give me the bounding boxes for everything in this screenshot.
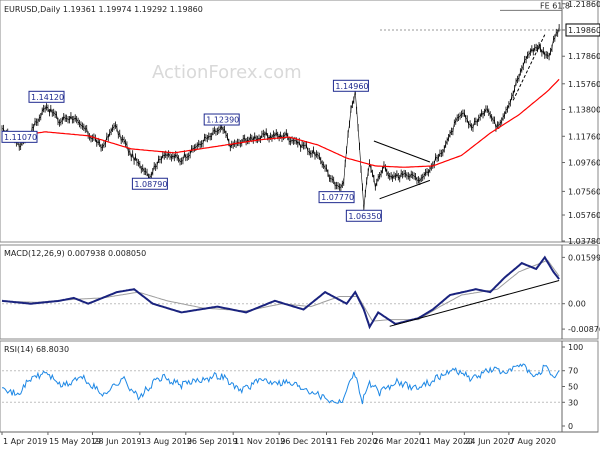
rsi-title: RSI(14) 68.8030 (4, 345, 69, 354)
level-annotation-label: 1.12390 (206, 116, 239, 125)
level-annotation-box (318, 191, 355, 204)
rsi-line (2, 363, 560, 405)
rsi-y-tick-label: 100 (568, 343, 583, 352)
x-tick-label: 26 Mar 2020 (373, 437, 424, 446)
dashed-trendline (512, 34, 546, 101)
x-tick-label: 26 Dec 2019 (280, 437, 331, 446)
price-y-tick-label: 1.03780 (568, 237, 600, 246)
price-y-tick-label: 1.05760 (568, 211, 600, 220)
rsi-panel: RSI(14) 68.8030 100 70 50 30 0 (0, 340, 599, 433)
watermark: ActionForex.com (152, 62, 302, 83)
macd-y-tick-label: 0.00 (568, 300, 586, 309)
rsi-y-tick-label: 50 (568, 383, 578, 392)
price-title: EURUSD,Daily 1.19361 1.19974 1.19292 1.1… (4, 5, 203, 14)
x-tick-label: 15 May 2019 (49, 437, 101, 446)
x-tick-label: 11 Feb 2020 (328, 437, 378, 446)
triangle-trendline (373, 140, 431, 163)
macd-panel: MACD(12,26,9) 0.007938 0.008050 0.015991 0… (0, 244, 600, 340)
level-annotation-box (1, 130, 38, 143)
level-annotation-box (203, 113, 240, 126)
rsi-y-tick-label: 0 (568, 422, 573, 431)
level-annotation-label: 1.11070 (4, 133, 37, 142)
price-y-tick-label: 1.13800 (568, 106, 600, 115)
price-series (1, 24, 560, 213)
level-annotation-box (28, 90, 65, 103)
price-y-tick-label: 1.15760 (568, 80, 600, 89)
last-price-box (565, 23, 600, 37)
level-annotation-label: 1.06350 (348, 212, 381, 221)
level-annotation-box (345, 209, 382, 222)
macd-y-tick-label: -0.00876 (568, 325, 600, 334)
x-tick-label: 26 Sep 2019 (187, 437, 238, 446)
moving-average-line (1, 78, 560, 168)
rsi-y-tick-label: 70 (568, 367, 578, 376)
level-annotation-label: 1.07770 (321, 193, 354, 202)
price-frame (0, 0, 599, 243)
macd-signal-line (2, 259, 560, 322)
rsi-y-tick-label: 30 (568, 398, 578, 407)
level-annotation-label: 1.08790 (134, 180, 167, 189)
macd-trendline (389, 280, 560, 327)
level-annotation-label: 1.14960 (335, 82, 368, 91)
last-price-label: 1.19860 (568, 26, 600, 35)
x-tick-label: 7 Aug 2020 (510, 437, 556, 446)
macd-y-tick-label: 0.015991 (568, 253, 600, 262)
price-y-tick-label: 1.09760 (568, 159, 600, 168)
level-annotation-box (332, 79, 369, 92)
macd-title: MACD(12,26,9) 0.007938 0.008050 (4, 249, 146, 258)
macd-line (1, 255, 560, 330)
macd-frame (0, 244, 599, 340)
price-panel: ActionForex.com EURUSD,Daily 1.19361 1.19… (0, 0, 600, 246)
price-y-tick-label: 1.11760 (568, 132, 600, 141)
x-tick-label: 24 Jun 2020 (465, 437, 513, 446)
price-y-tick-label: 1.21860 (568, 0, 600, 9)
x-tick-label: 13 Aug 2019 (141, 437, 192, 446)
level-annotation-box (131, 177, 168, 190)
price-y-tick-label: 1.17860 (568, 52, 600, 61)
rsi-frame (0, 340, 599, 433)
x-tick-label: 11 Nov 2019 (234, 437, 285, 446)
x-tick-label: 28 Jun 2019 (93, 437, 141, 446)
fe-label: FE 61.8 (540, 1, 570, 10)
x-tick-label: 11 May 2020 (421, 437, 473, 446)
triangle-trendline (379, 179, 431, 200)
x-tick-label: 1 Apr 2019 (3, 437, 47, 446)
level-annotation-label: 1.14120 (31, 93, 64, 102)
price-y-tick-label: 1.07560 (568, 187, 600, 196)
